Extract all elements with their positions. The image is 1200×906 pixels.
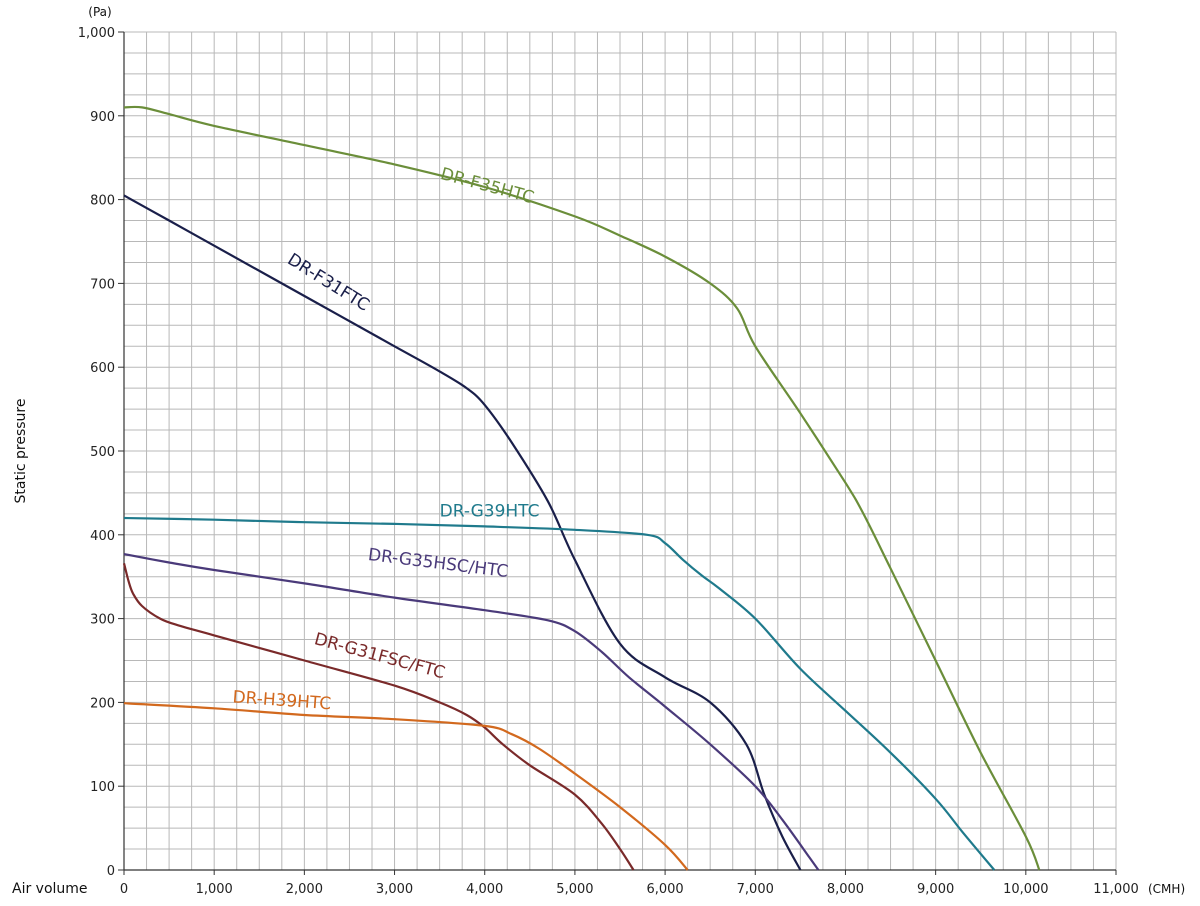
x-tick-label: 5,000 [556,882,593,897]
y-tick-label: 400 [90,529,115,544]
series-line-dr-f35htc [123,105,1041,871]
series-line-dr-g35hsc-htc [123,553,820,871]
x-tick-label: 2,000 [286,882,323,897]
y-tick-label: 0 [107,864,115,879]
y-tick-label: 100 [90,780,115,795]
series-label-dr-g39htc: DR-G39HTC [440,501,540,521]
y-tick-label: 500 [90,445,115,460]
x-tick-label: 9,000 [917,882,954,897]
x-tick-label: 10,000 [1003,882,1049,897]
x-tick-label: 11,000 [1093,882,1139,897]
x-axis-title: Air volume [12,881,88,897]
y-tick-label: 300 [90,613,115,628]
y-tick-label: 900 [90,110,115,125]
series-line-dr-g39htc [123,516,996,871]
y-axis-ticks: 0 100 200 300 400 500 600 700 800 900 1,000 [78,26,124,879]
x-unit-label: (CMH) [1148,882,1185,896]
y-tick-label: 1,000 [78,26,115,41]
y-tick-label: 700 [90,277,115,292]
series-line-dr-g31fsc-ftc [122,563,635,871]
x-axis-ticks: 0 1,000 2,000 3,000 4,000 5,000 6,000 7,000 8,00… [120,870,1139,897]
grid [123,31,1117,871]
y-unit-label: (Pa) [88,5,111,19]
x-tick-label: 4,000 [466,882,503,897]
x-tick-label: 6,000 [646,882,683,897]
series-layer [122,105,1041,871]
series-labels: DR-F35HTCDR-F31FTCDR-G39HTCDR-G35HSC/HTC… [232,164,540,714]
y-tick-label: 200 [90,696,115,711]
x-tick-label: 1,000 [196,882,233,897]
series-label-dr-f35htc: DR-F35HTC [438,164,536,208]
series-label-dr-g31fsc-ftc: DR-G31FSC/FTC [312,629,447,683]
y-axis-title: Static pressure [13,399,29,504]
x-tick-label: 0 [120,882,128,897]
x-tick-label: 8,000 [827,882,864,897]
y-tick-label: 600 [90,361,115,376]
series-line-dr-h39htc [123,702,689,871]
y-tick-label: 800 [90,194,115,209]
x-tick-label: 3,000 [376,882,413,897]
series-label-dr-f31ftc: DR-F31FTC [284,250,373,316]
x-tick-label: 7,000 [737,882,774,897]
series-line-dr-f31ftc [123,194,802,871]
